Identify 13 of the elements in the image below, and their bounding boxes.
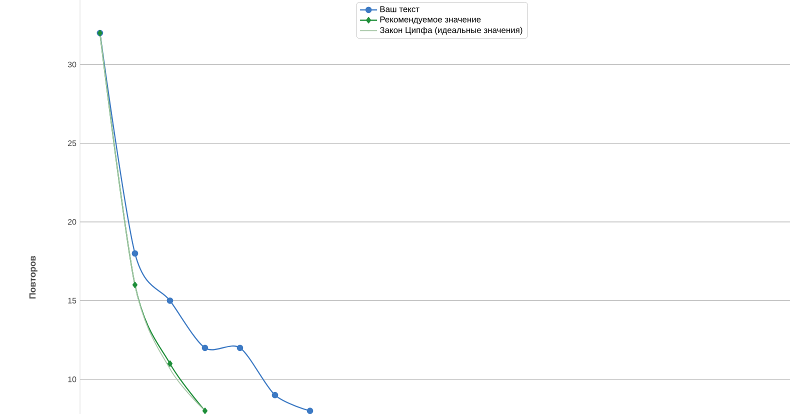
- point: [132, 250, 138, 257]
- point: [236, 344, 244, 352]
- point: [167, 360, 173, 367]
- legend-label: Рекомендуемое значение: [380, 16, 481, 24]
- point: [132, 282, 138, 288]
- point: [166, 297, 174, 304]
- point: [306, 408, 314, 414]
- point: [202, 344, 208, 352]
- point: [202, 408, 208, 414]
- y-axis-title: Повторов: [29, 256, 38, 299]
- point: [272, 392, 278, 398]
- legend-label: Ваш текст: [380, 6, 420, 12]
- legend-label: Закон Ципфа (идеальные значения): [380, 26, 522, 35]
